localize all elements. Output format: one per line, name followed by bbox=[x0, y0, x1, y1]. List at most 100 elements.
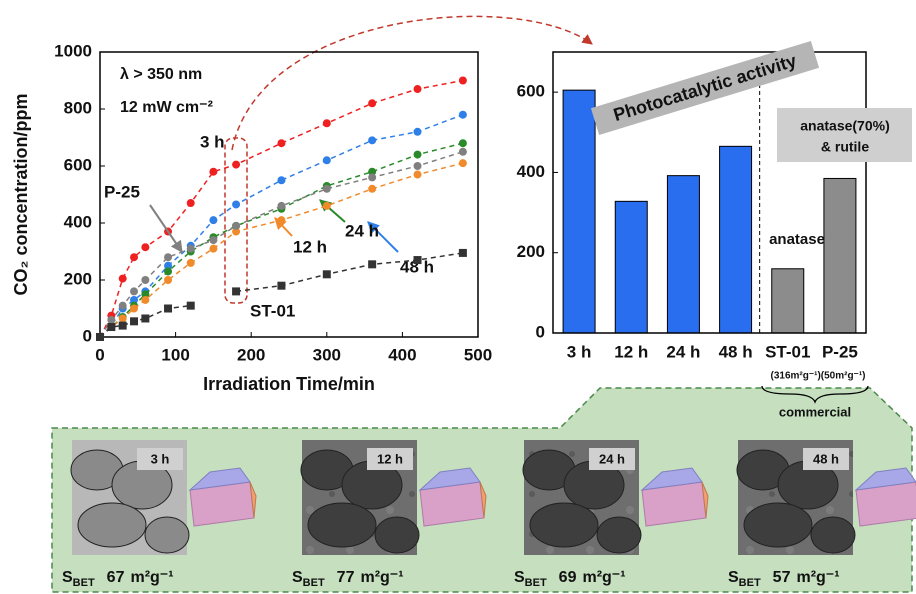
crystal-top bbox=[640, 467, 703, 491]
surface-area: SBET 69 m²g⁻¹ bbox=[514, 569, 626, 589]
y-tick-label: 0 bbox=[536, 322, 545, 341]
data-point bbox=[458, 110, 467, 119]
data-point bbox=[368, 260, 377, 269]
y-tick-label: 1000 bbox=[54, 41, 92, 60]
plot-frame bbox=[99, 51, 479, 338]
annotation: (316m²g⁻¹)(50m²g⁻¹) bbox=[770, 371, 865, 382]
x-tick-label: 400 bbox=[388, 345, 416, 364]
data-point bbox=[458, 248, 467, 257]
data-point bbox=[130, 253, 139, 262]
data-point bbox=[232, 227, 241, 236]
bar bbox=[823, 177, 857, 334]
data-point bbox=[164, 253, 173, 262]
annotation: anatase bbox=[769, 231, 825, 248]
data-point bbox=[186, 199, 195, 208]
y-tick-label: 200 bbox=[64, 269, 92, 288]
data-point bbox=[458, 147, 467, 156]
note-box bbox=[777, 108, 912, 162]
data-point bbox=[118, 314, 127, 323]
x-tick-label: ST-01 bbox=[765, 342, 810, 361]
series-label: 48 h bbox=[400, 257, 434, 276]
sbet-symbol: S bbox=[728, 569, 739, 586]
data-point bbox=[277, 201, 286, 210]
y-tick-label: 0 bbox=[83, 326, 92, 345]
banner-text: Photocatalytic activity bbox=[611, 50, 799, 125]
data-point bbox=[96, 333, 104, 341]
data-point bbox=[107, 323, 116, 332]
sbet-subscript: BET bbox=[73, 577, 95, 589]
data-point bbox=[458, 139, 467, 148]
particle bbox=[596, 516, 642, 554]
x-axis-label: Irradiation Time/min bbox=[203, 374, 375, 394]
label-arrow bbox=[149, 204, 183, 253]
particle bbox=[77, 502, 147, 548]
bar bbox=[562, 89, 596, 334]
panel-label: 24 h bbox=[599, 451, 625, 466]
data-point bbox=[368, 167, 377, 176]
data-point bbox=[322, 201, 331, 210]
sbet-unit: m²g⁻¹ bbox=[796, 569, 839, 586]
data-point bbox=[186, 244, 195, 253]
surface-area: SBET 67 m²g⁻¹ bbox=[62, 569, 174, 589]
bar bbox=[614, 200, 648, 334]
data-point bbox=[277, 139, 286, 148]
data-point bbox=[413, 256, 422, 265]
data-point bbox=[413, 150, 422, 159]
data-point bbox=[107, 315, 116, 324]
x-tick-label: 500 bbox=[464, 345, 492, 364]
data-point bbox=[413, 127, 422, 136]
x-tick-label: 100 bbox=[161, 345, 189, 364]
data-point bbox=[130, 295, 139, 304]
sbet-unit: m²g⁻¹ bbox=[582, 569, 625, 586]
sbet-value: 67 bbox=[107, 569, 125, 586]
panel-label: 3 h bbox=[151, 451, 170, 466]
data-point bbox=[164, 276, 173, 284]
sbet-unit: m²g⁻¹ bbox=[130, 569, 173, 586]
data-point bbox=[232, 200, 241, 209]
data-point bbox=[209, 236, 218, 245]
label-arrow bbox=[274, 217, 293, 237]
data-point bbox=[118, 321, 127, 330]
data-point bbox=[368, 173, 377, 182]
data-point bbox=[164, 267, 173, 276]
particle bbox=[374, 516, 420, 554]
data-point bbox=[118, 274, 127, 283]
sbet-symbol: S bbox=[62, 569, 73, 586]
plot-frame bbox=[552, 51, 867, 334]
series-line bbox=[99, 151, 464, 338]
data-point bbox=[368, 184, 377, 193]
data-point bbox=[277, 176, 286, 185]
series-label: P-25 bbox=[104, 182, 140, 201]
data-point bbox=[141, 276, 150, 284]
sbet-subscript: BET bbox=[739, 577, 761, 589]
data-point bbox=[118, 301, 127, 310]
particle bbox=[810, 516, 856, 554]
data-point bbox=[322, 184, 331, 193]
x-tick-label: P-25 bbox=[822, 342, 858, 361]
x-tick-label: 48 h bbox=[719, 342, 753, 361]
banner-box bbox=[590, 40, 820, 136]
sbet-subscript: BET bbox=[303, 577, 325, 589]
series-label: 3 h bbox=[200, 132, 225, 151]
data-point bbox=[130, 287, 139, 296]
bar bbox=[719, 145, 753, 334]
x-tick-label: 0 bbox=[95, 345, 104, 364]
brace bbox=[761, 385, 869, 404]
data-point bbox=[141, 295, 150, 304]
x-tick-label: 300 bbox=[313, 345, 341, 364]
y-tick-label: 200 bbox=[517, 242, 545, 261]
sbet-subscript: BET bbox=[525, 577, 547, 589]
data-point bbox=[130, 304, 139, 313]
data-point bbox=[232, 287, 241, 296]
x-tick-label: 24 h bbox=[666, 342, 700, 361]
surface-area: SBET 57 m²g⁻¹ bbox=[728, 569, 840, 589]
series-label: 12 h bbox=[293, 237, 327, 256]
y-tick-label: 600 bbox=[517, 82, 545, 101]
data-point bbox=[413, 162, 422, 170]
data-point bbox=[141, 243, 150, 252]
sbet-unit: m²g⁻¹ bbox=[360, 569, 403, 586]
x-tick-label: 3 h bbox=[567, 342, 592, 361]
data-point bbox=[458, 159, 467, 168]
y-tick-label: 400 bbox=[517, 162, 545, 181]
